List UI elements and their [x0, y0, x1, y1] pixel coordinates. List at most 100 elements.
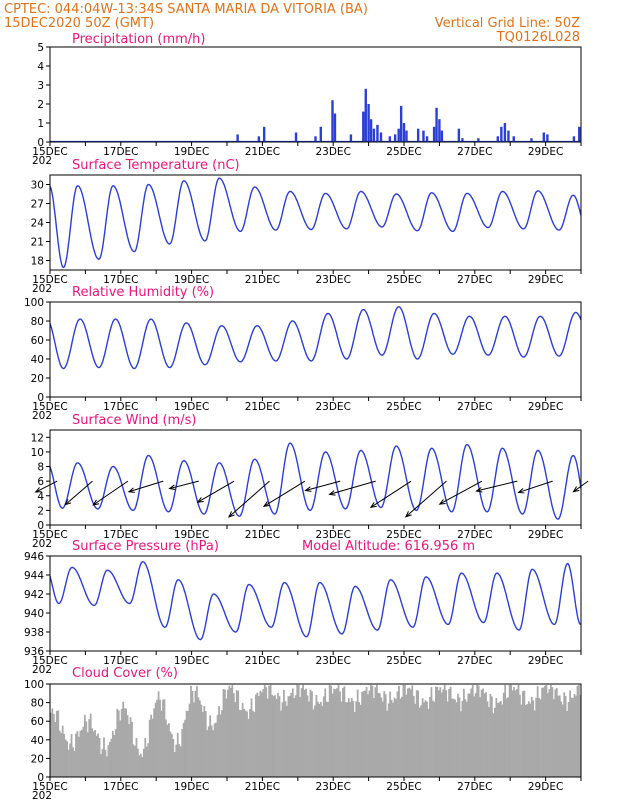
- cloud-bar: [486, 701, 489, 777]
- cloud-bar: [471, 685, 474, 777]
- wind-arrow: [263, 480, 306, 507]
- cloud-bar: [365, 687, 368, 777]
- cloud-bar: [533, 710, 536, 777]
- cloud-bar: [548, 689, 551, 777]
- x-tick-label: 15DEC: [32, 274, 67, 286]
- cloud-bar: [179, 746, 182, 777]
- precip-bar: [314, 136, 317, 142]
- y-tick-label: 10: [31, 447, 44, 459]
- cloud-bar: [350, 698, 353, 777]
- cloud-bar: [181, 728, 184, 777]
- panel-title: Precipitation (mm/h): [72, 32, 205, 47]
- cloud-bar: [300, 688, 303, 777]
- cloud-bar: [184, 719, 186, 777]
- cloud-bar: [296, 684, 299, 777]
- x-tick-label: 15DEC: [32, 781, 67, 793]
- cloud-bar: [474, 693, 477, 777]
- x-tick-label: 27DEC: [457, 655, 492, 667]
- cloud-bar: [460, 711, 462, 777]
- y-tick-label: 24: [31, 218, 45, 230]
- cloud-bar: [86, 732, 89, 777]
- cloud-bar: [135, 738, 138, 777]
- cloud-bar: [247, 718, 250, 777]
- cloud-bar: [154, 702, 157, 777]
- y-tick-label: 60: [31, 335, 44, 347]
- x-tick-label: 21DEC: [245, 274, 280, 286]
- cloud-bar: [505, 698, 508, 777]
- cloud-bar: [200, 704, 203, 777]
- cloud-bar: [367, 694, 369, 777]
- cloud-bar: [437, 690, 440, 777]
- cloud-bar: [291, 688, 294, 777]
- y-tick-label: 80: [31, 698, 44, 710]
- cloud-bar: [482, 688, 484, 777]
- cloud-bar: [409, 689, 412, 777]
- cloud-bar: [182, 722, 185, 777]
- wind-arrow-head: [127, 487, 135, 493]
- cloud-bar: [393, 697, 396, 777]
- y-tick-label: 936: [24, 646, 44, 658]
- cloud-bar: [449, 686, 452, 777]
- cloud-bar: [492, 713, 495, 777]
- x-tick-label: 29DEC: [528, 401, 563, 413]
- cloud-bar: [178, 744, 181, 777]
- cloud-bar: [355, 701, 358, 777]
- x-tick-label: 17DEC: [103, 529, 138, 541]
- cloud-bar: [72, 747, 74, 777]
- cloud-bar: [85, 721, 88, 777]
- y-tick-label: 20: [31, 373, 44, 385]
- y-tick-label: 0: [37, 137, 44, 149]
- cloud-bar: [123, 708, 126, 777]
- cloud-bar: [467, 693, 470, 777]
- precip-bar: [376, 124, 379, 142]
- cloud-bar: [61, 725, 64, 777]
- cloud-bar: [578, 684, 580, 777]
- precip-bar: [435, 107, 438, 142]
- cloud-bar: [137, 748, 139, 777]
- x-tick-label: 17DEC: [103, 655, 138, 667]
- cloud-bar: [398, 685, 400, 777]
- y-tick-label: 6: [37, 476, 44, 488]
- wind-arrow-head: [517, 488, 525, 494]
- cloud-bar: [145, 746, 148, 777]
- precip-bar: [372, 128, 376, 142]
- wind-arrow-head: [64, 499, 72, 506]
- wind-arrow: [370, 480, 412, 508]
- cloud-bar: [168, 723, 170, 777]
- cloud-bar: [286, 705, 288, 777]
- cloud-bar: [352, 701, 355, 777]
- cloud-bar: [193, 702, 195, 777]
- cloud-bar: [566, 711, 569, 777]
- cloud-bar: [420, 705, 422, 777]
- cloud-bar: [522, 691, 524, 777]
- cloud-bar: [377, 692, 380, 777]
- x-tick-year-label: 202: [32, 790, 52, 800]
- y-tick-label: 2: [37, 505, 44, 517]
- cloud-bar: [507, 697, 510, 777]
- cloud-bar: [576, 685, 579, 777]
- cloud-bar: [100, 753, 102, 777]
- cloud-bar: [529, 703, 532, 777]
- panel-frame: [49, 174, 582, 271]
- cloud-bar: [451, 698, 453, 777]
- cloud-bar: [334, 689, 337, 777]
- cloud-bar: [396, 691, 399, 777]
- x-tick-label: 21DEC: [245, 781, 280, 793]
- cloud-bar: [542, 687, 545, 777]
- cloud-bar: [194, 690, 197, 777]
- cloud-bar: [262, 689, 265, 777]
- cloud-bar: [111, 730, 114, 777]
- cloud-bar: [464, 699, 467, 777]
- cloud-bar: [198, 700, 201, 777]
- wind-arrow: [305, 480, 341, 492]
- cloud-bar: [336, 688, 338, 777]
- cloud-bar: [122, 701, 125, 777]
- cloud-bar: [212, 730, 215, 777]
- cloud-bar: [563, 692, 566, 777]
- cloud-bar: [120, 708, 123, 777]
- wind-arrow: [35, 480, 58, 493]
- precip-bar: [507, 130, 510, 142]
- cloud-bar: [278, 696, 281, 777]
- cloud-bar: [418, 707, 421, 777]
- wind-arrow: [128, 480, 164, 493]
